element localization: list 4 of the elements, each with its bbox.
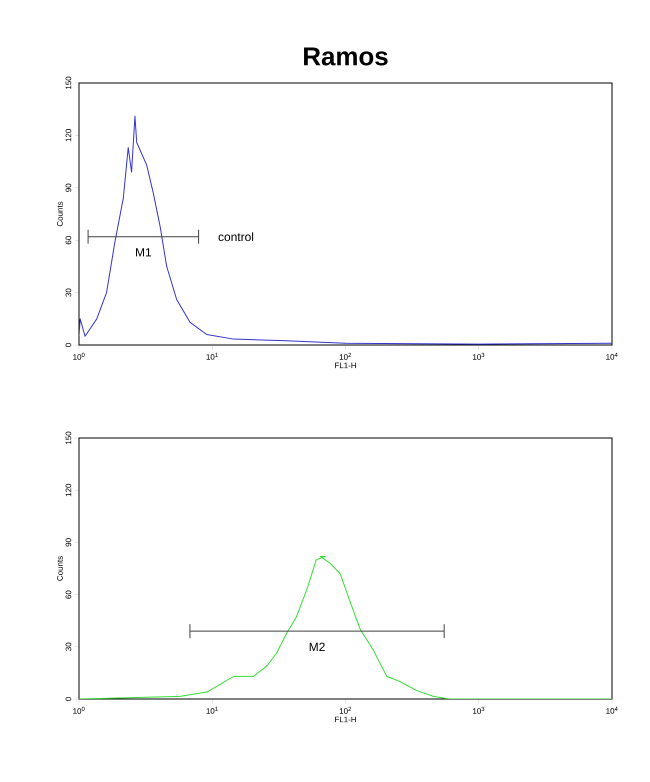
annotation: M1 [136, 248, 152, 256]
annotation: control [218, 232, 254, 242]
annotation: M2 [310, 642, 325, 651]
chart-title: Ramos [304, 47, 388, 66]
